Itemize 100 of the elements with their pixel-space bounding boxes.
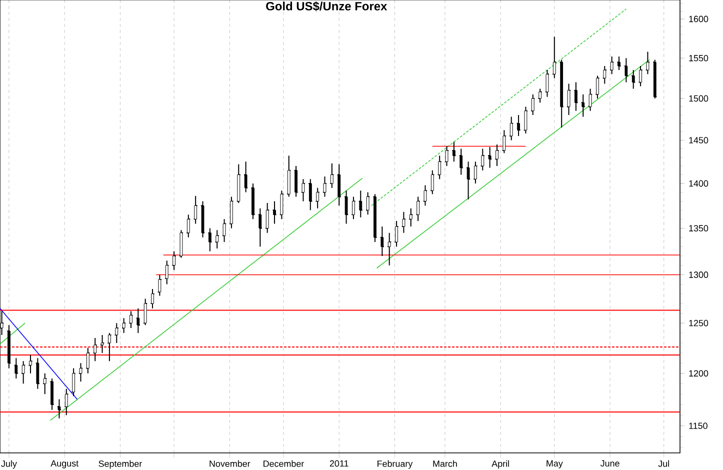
candlestick [452, 141, 456, 162]
candlestick [359, 190, 362, 218]
candlestick [531, 94, 534, 116]
candlestick [538, 88, 542, 104]
candlestick [316, 187, 320, 209]
candlestick [22, 360, 25, 384]
candlestick [546, 70, 549, 98]
candlestick [186, 214, 190, 238]
candlestick [172, 250, 176, 271]
candlestick [502, 130, 506, 154]
y-tick-label: 1300 [689, 272, 708, 278]
candlestick [416, 196, 420, 222]
candlestick [338, 164, 341, 206]
x-tick-label: July [1, 460, 17, 469]
candlestick [86, 347, 90, 374]
candlestick [646, 51, 650, 75]
candlestick [216, 230, 219, 250]
y-tick-label: 1350 [689, 225, 708, 232]
candlestick [115, 322, 118, 344]
candlestick [488, 146, 492, 168]
x-tick-label: Jul [658, 460, 669, 467]
candlestick [237, 164, 240, 204]
candlestick [294, 165, 298, 198]
candlestick [653, 59, 656, 99]
candlestick [445, 146, 448, 166]
y-tick-label: 1600 [689, 16, 708, 22]
candlestick [588, 88, 592, 112]
candlestick [552, 36, 556, 79]
candlestick [302, 178, 305, 202]
x-tick-label: February [378, 460, 413, 469]
candlestick [273, 200, 276, 224]
x-tick-label: April [492, 460, 509, 469]
candlestick [222, 218, 226, 242]
candlestick [108, 332, 111, 362]
x-tick-label: September [98, 460, 142, 469]
candlestick [402, 211, 406, 234]
candlestick [323, 176, 326, 198]
candlestick [380, 226, 384, 256]
y-tick-label: 1400 [689, 180, 708, 187]
candlestick [100, 334, 104, 354]
candlestick [130, 310, 132, 329]
candlestick [330, 162, 334, 188]
x-tick-label: November [210, 460, 250, 467]
candlestick [194, 195, 198, 224]
candlestick [208, 228, 212, 252]
candlestick [596, 75, 599, 99]
candlestick [252, 182, 254, 220]
candlestick [14, 358, 18, 379]
candlestick [201, 200, 204, 238]
candlestick [610, 56, 614, 75]
candlestick [165, 260, 168, 285]
candlestick [517, 114, 520, 136]
candlestick [574, 82, 578, 112]
x-tick-label: March [433, 460, 457, 467]
y-tick-label: 1550 [689, 54, 708, 62]
candlestick [58, 398, 61, 419]
candlestick [230, 196, 233, 229]
candlestick [79, 362, 82, 382]
y-tick-label: 1500 [689, 95, 708, 102]
x-tick-label: May [546, 460, 563, 468]
x-tick-label: 2011 [330, 460, 348, 467]
candlestick [244, 161, 248, 193]
candlestick [36, 358, 40, 390]
candlestick [603, 66, 606, 84]
y-tick-label: 1150 [689, 422, 708, 429]
y-tick-label: 1450 [689, 137, 708, 144]
candlestick [567, 83, 570, 116]
candlestick [287, 155, 290, 198]
x-tick-label: December [264, 460, 304, 467]
candlestick [72, 368, 76, 397]
candlestick [466, 161, 470, 200]
candlestick [430, 170, 434, 195]
candlestick [496, 144, 498, 166]
candlestick [43, 372, 46, 395]
candlestick [624, 58, 628, 83]
candlestick [352, 196, 355, 220]
candlestick [158, 274, 162, 296]
candlestick [388, 232, 391, 266]
candlestick [50, 378, 54, 410]
candlestick [29, 354, 32, 374]
candlestick [524, 106, 528, 134]
candlestick [64, 388, 68, 416]
candlestick [122, 318, 126, 334]
candlestick [280, 190, 284, 220]
candlestick [180, 230, 183, 258]
candlestick [424, 184, 427, 206]
candlestick [258, 208, 262, 248]
candlestick [136, 308, 140, 334]
candlestick [481, 148, 484, 171]
candlestick [474, 161, 477, 184]
candlestick [510, 116, 513, 141]
x-tick-label: August [50, 460, 78, 468]
candlestick [560, 59, 564, 128]
candlestick [151, 288, 154, 309]
candlestick [395, 220, 398, 248]
candlestick [366, 192, 370, 216]
candlestick [409, 208, 412, 227]
x-tick-label: June [600, 460, 620, 467]
y-tick-label: 1250 [689, 320, 708, 326]
candlestick [144, 298, 147, 326]
